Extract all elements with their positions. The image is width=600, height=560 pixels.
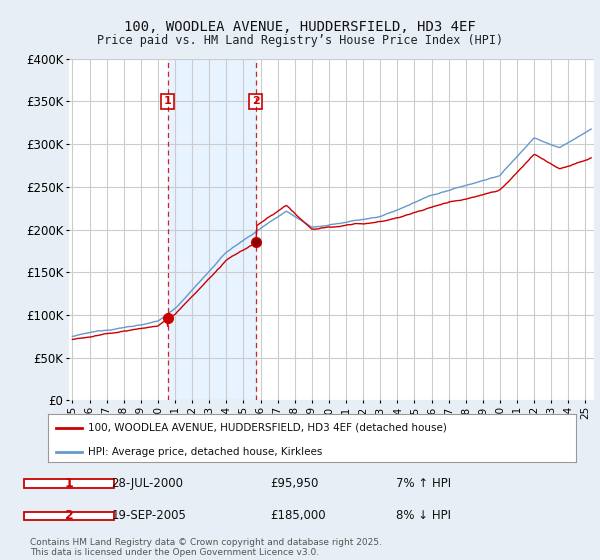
Text: 19-SEP-2005: 19-SEP-2005 <box>112 510 186 522</box>
Text: Contains HM Land Registry data © Crown copyright and database right 2025.
This d: Contains HM Land Registry data © Crown c… <box>30 538 382 557</box>
Text: 100, WOODLEA AVENUE, HUDDERSFIELD, HD3 4EF: 100, WOODLEA AVENUE, HUDDERSFIELD, HD3 4… <box>124 20 476 34</box>
Text: 1: 1 <box>164 96 172 106</box>
Text: 8% ↓ HPI: 8% ↓ HPI <box>397 510 451 522</box>
Text: 2: 2 <box>65 510 73 522</box>
Text: HPI: Average price, detached house, Kirklees: HPI: Average price, detached house, Kirk… <box>88 446 322 456</box>
Text: £95,950: £95,950 <box>270 477 318 490</box>
Text: 7% ↑ HPI: 7% ↑ HPI <box>397 477 452 490</box>
Text: Price paid vs. HM Land Registry’s House Price Index (HPI): Price paid vs. HM Land Registry’s House … <box>97 34 503 46</box>
Text: 2: 2 <box>252 96 260 106</box>
Bar <box>167 59 256 400</box>
FancyBboxPatch shape <box>24 479 114 488</box>
Text: 28-JUL-2000: 28-JUL-2000 <box>112 477 184 490</box>
Text: 100, WOODLEA AVENUE, HUDDERSFIELD, HD3 4EF (detached house): 100, WOODLEA AVENUE, HUDDERSFIELD, HD3 4… <box>88 423 446 433</box>
Text: £185,000: £185,000 <box>270 510 325 522</box>
FancyBboxPatch shape <box>24 512 114 520</box>
Text: 1: 1 <box>65 477 73 490</box>
